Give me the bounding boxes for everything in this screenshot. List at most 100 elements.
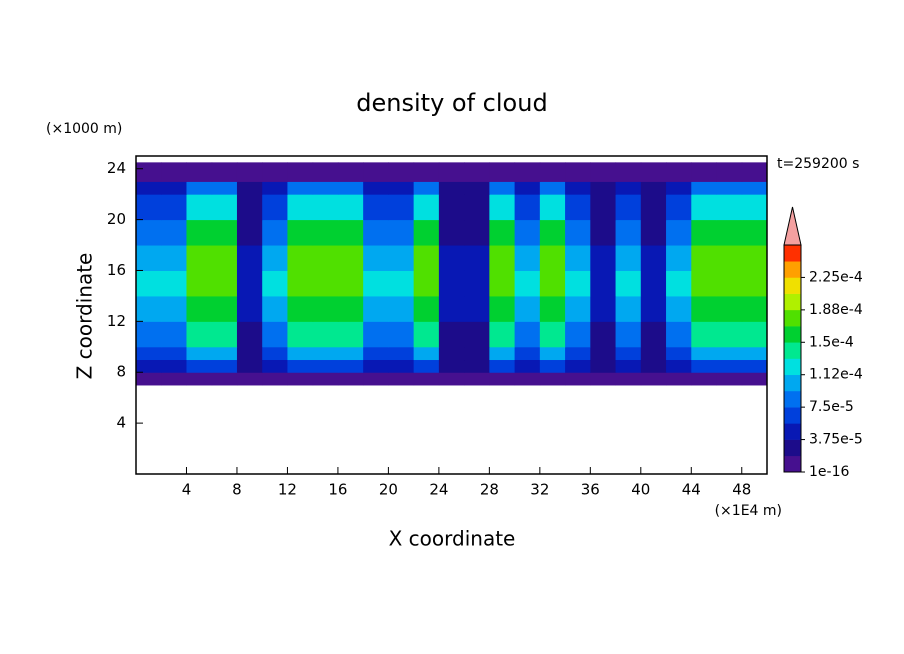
field-cell xyxy=(489,245,516,271)
field-cell xyxy=(716,181,743,195)
colorbar-band xyxy=(784,358,801,376)
x-tick-label: 48 xyxy=(732,481,751,499)
plot-frame xyxy=(135,155,768,475)
field-cell xyxy=(716,245,743,271)
field-cell xyxy=(211,270,238,297)
field-cell xyxy=(363,359,389,373)
field-cell xyxy=(211,162,238,182)
field-cell xyxy=(741,295,768,322)
field-cell xyxy=(539,346,566,361)
field-cell xyxy=(312,219,339,246)
colorbar: 1e-16 3.75e-5 7.5e-5 1.12e-4 1.5e-4 1.88e-4 2.… xyxy=(783,206,863,480)
x-tick-label: 44 xyxy=(682,481,701,499)
field-cell xyxy=(489,321,516,348)
field-cell xyxy=(236,321,263,348)
field-cell xyxy=(590,194,617,221)
field-cell xyxy=(161,372,187,386)
field-cell xyxy=(236,359,263,373)
field-cell xyxy=(438,245,465,271)
field-cell xyxy=(514,194,541,221)
field-cell xyxy=(539,372,566,386)
field-cell xyxy=(539,219,566,246)
field-cell xyxy=(312,346,339,361)
field-cell xyxy=(236,219,263,246)
field-cell xyxy=(489,219,516,246)
field-cell xyxy=(615,346,642,361)
field-cell xyxy=(287,194,314,221)
field-cell xyxy=(136,321,162,348)
field-cell xyxy=(337,359,364,373)
field-cell xyxy=(262,295,288,322)
field-cell xyxy=(716,270,743,297)
field-cell xyxy=(287,245,314,271)
x-tick-label: 40 xyxy=(631,481,650,499)
field-cell xyxy=(211,321,238,348)
colorbar-frame xyxy=(783,244,802,473)
field-cell xyxy=(640,270,667,297)
field-cell xyxy=(539,270,566,297)
field-cell xyxy=(640,194,667,221)
colorbar-extension xyxy=(783,206,802,246)
field-cell xyxy=(161,295,187,322)
field-cell xyxy=(363,346,389,361)
field-cell xyxy=(363,194,389,221)
field-cell xyxy=(186,359,213,373)
field-cell xyxy=(565,359,591,373)
field-cell xyxy=(262,181,288,195)
field-cell xyxy=(716,321,743,348)
field-cell xyxy=(539,295,566,322)
x-tick-label: 28 xyxy=(480,481,499,499)
field-cell xyxy=(741,219,768,246)
field-cell xyxy=(640,245,667,271)
field-cell xyxy=(514,321,541,348)
field-cell xyxy=(236,194,263,221)
field-cell xyxy=(287,372,314,386)
field-cell xyxy=(388,162,415,182)
field-cell xyxy=(741,321,768,348)
field-cell xyxy=(666,181,692,195)
field-cell xyxy=(565,162,591,182)
field-cell xyxy=(565,346,591,361)
field-cell xyxy=(691,295,718,322)
field-cell xyxy=(666,359,692,373)
field-cell xyxy=(514,372,541,386)
field-cell xyxy=(161,219,187,246)
field-cell xyxy=(438,359,465,373)
field-cell xyxy=(186,321,213,348)
field-cell xyxy=(161,270,187,297)
field-cell xyxy=(464,270,490,297)
field-cell xyxy=(741,359,768,373)
field-cell xyxy=(337,181,364,195)
field-cell xyxy=(363,162,389,182)
field-cell xyxy=(413,245,440,271)
field-cell xyxy=(539,162,566,182)
field-cell xyxy=(136,346,162,361)
field-cell xyxy=(438,194,465,221)
field-cell xyxy=(211,194,238,221)
field-cell xyxy=(590,245,617,271)
field-cell xyxy=(262,162,288,182)
field-cell xyxy=(211,346,238,361)
x-axis-label: X coordinate xyxy=(389,527,516,551)
field-cell xyxy=(615,359,642,373)
field-cell xyxy=(186,245,213,271)
field-cell xyxy=(161,321,187,348)
field-cell xyxy=(438,181,465,195)
colorbar-band xyxy=(784,277,801,294)
field-cell xyxy=(186,270,213,297)
field-cell xyxy=(211,372,238,386)
field-cell xyxy=(539,194,566,221)
field-cell xyxy=(287,359,314,373)
field-cell xyxy=(691,181,718,195)
y-tick-label: 24 xyxy=(107,159,126,177)
colorbar-tick-label: 2.25e-4 xyxy=(809,269,863,285)
field-cell xyxy=(161,181,187,195)
chart-title: density of cloud xyxy=(356,89,547,117)
field-cell xyxy=(615,181,642,195)
field-cell xyxy=(438,295,465,322)
field-cell xyxy=(666,372,692,386)
field-cell xyxy=(489,270,516,297)
field-cell xyxy=(590,295,617,322)
